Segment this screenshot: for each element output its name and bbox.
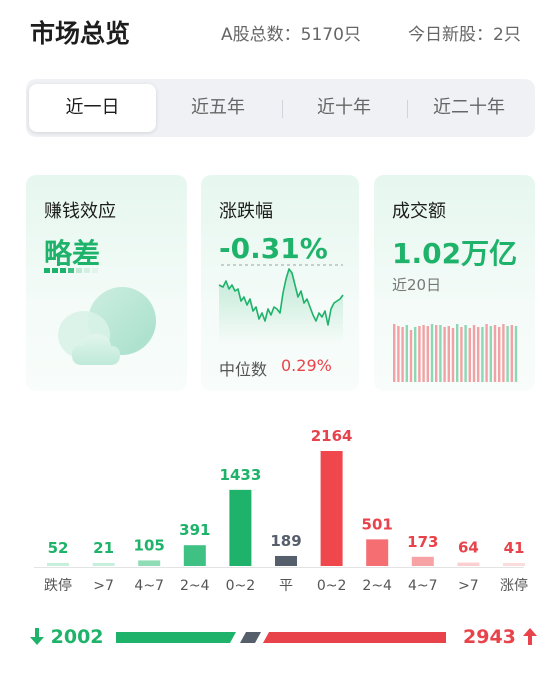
- money-effect-card[interactable]: 赚钱效应 略差: [26, 175, 187, 391]
- turnover-mini-bar: [498, 327, 501, 382]
- category-label: >7: [458, 578, 479, 594]
- page-title: 市场总览: [30, 19, 131, 48]
- bar-value-label: 21: [93, 539, 114, 557]
- distribution-bar: [229, 489, 252, 566]
- down-count: 2002: [30, 626, 104, 648]
- sentiment-level-indicator: [44, 268, 98, 273]
- distribution-bar: [320, 451, 343, 566]
- turnover-mini-bar: [502, 324, 505, 382]
- distribution-bar: [411, 556, 434, 566]
- bar-value-label: 2164: [311, 427, 353, 445]
- down-count-value: 2002: [50, 626, 104, 648]
- header: 市场总览 A股总数：5170只 今日新股：2只: [0, 0, 550, 62]
- turnover-period: 近20日: [392, 276, 442, 294]
- tab-5-years[interactable]: 近五年: [191, 97, 245, 118]
- turnover-mini-bar: [468, 328, 471, 382]
- bar-value-label: 1433: [220, 466, 262, 484]
- turnover-mini-bar: [477, 327, 480, 382]
- turnover-card[interactable]: 成交额 1.02万亿 近20日: [374, 175, 535, 391]
- turnover-mini-bar: [443, 327, 446, 382]
- distribution-bar: [366, 539, 389, 566]
- turnover-mini-bar: [422, 325, 425, 382]
- turnover-mini-bars: [393, 324, 518, 382]
- turnover-mini-bar: [506, 326, 509, 382]
- turnover-mini-bar: [456, 324, 459, 382]
- up-arrow-icon: [522, 628, 537, 645]
- turnover-mini-bar: [464, 325, 467, 382]
- turnover-mini-bar: [481, 327, 484, 382]
- bar-value-label: 173: [407, 533, 438, 551]
- tab-20-years[interactable]: 近二十年: [433, 97, 505, 118]
- turnover-mini-bar: [493, 325, 497, 382]
- bar-value-label: 391: [179, 521, 210, 539]
- category-label: 2~4: [362, 578, 392, 594]
- turnover-mini-bar: [460, 327, 463, 382]
- turnover-mini-bar: [510, 325, 513, 382]
- category-label: 0~2: [317, 578, 347, 594]
- turnover-mini-bar: [489, 326, 492, 382]
- turnover-mini-bar: [393, 324, 396, 382]
- bar-value-label: 105: [134, 536, 165, 554]
- intraday-sparkline: [218, 264, 344, 343]
- tab-10-years[interactable]: 近十年: [317, 97, 371, 118]
- turnover-mini-bar: [430, 324, 434, 382]
- chart-baseline: [34, 567, 524, 568]
- new-stocks-count: 今日新股：2只: [408, 25, 521, 45]
- tab-divider: [407, 100, 408, 118]
- money-effect-label: 赚钱效应: [44, 201, 116, 222]
- turnover-mini-bar: [409, 330, 413, 382]
- turnover-mini-bar: [426, 326, 429, 382]
- turnover-mini-bar: [447, 326, 450, 382]
- down-arrow-icon: [30, 628, 44, 645]
- bar-value-label: 189: [270, 532, 301, 550]
- turnover-value: 1.02万亿: [392, 237, 518, 270]
- rise-fall-ratio-bar: [116, 632, 446, 643]
- turnover-mini-bar: [485, 324, 488, 382]
- cloud-icon: [58, 287, 156, 365]
- category-label: 0~2: [226, 578, 256, 594]
- distribution-bar: [503, 563, 525, 566]
- change-label: 涨跌幅: [219, 201, 273, 222]
- turnover-mini-bar: [472, 325, 476, 382]
- category-label: 跌停: [44, 577, 72, 594]
- turnover-mini-bar: [451, 328, 455, 382]
- tab-1-day[interactable]: 近一日: [29, 84, 156, 132]
- distribution-bar: [183, 545, 206, 566]
- period-tabs: 近一日 近五年 近十年 近二十年: [26, 79, 535, 137]
- distribution-bar: [92, 563, 115, 566]
- tab-divider: [282, 100, 283, 118]
- bar-value-label: 64: [458, 539, 479, 557]
- category-label: 4~7: [134, 578, 164, 594]
- turnover-mini-bar: [397, 326, 400, 382]
- category-label: 涨停: [500, 577, 528, 594]
- bar-value-label: 41: [504, 539, 525, 557]
- total-stocks-count: A股总数：5170只: [221, 25, 361, 45]
- distribution-bar: [47, 563, 69, 566]
- category-label: >7: [93, 578, 114, 594]
- category-label: 平: [279, 578, 293, 594]
- category-label: 2~4: [180, 578, 210, 594]
- bar-value-label: 501: [362, 515, 393, 533]
- money-effect-value: 略差: [44, 237, 101, 270]
- distribution-bar: [275, 555, 297, 566]
- turnover-mini-bar: [439, 325, 442, 382]
- distribution-bar: [457, 562, 480, 566]
- median-value: 0.29%: [281, 356, 332, 375]
- turnover-mini-bar: [414, 327, 417, 382]
- median-label: 中位数: [219, 360, 268, 379]
- turnover-mini-bar: [405, 325, 408, 382]
- turnover-mini-bar: [418, 326, 421, 382]
- turnover-label: 成交额: [392, 201, 446, 222]
- up-count: 2943: [463, 626, 537, 648]
- change-card[interactable]: 涨跌幅 -0.31% 中位数 0.29%: [201, 175, 359, 391]
- turnover-mini-bar: [435, 325, 438, 382]
- distribution-bar: [138, 560, 161, 566]
- up-count-value: 2943: [463, 626, 516, 648]
- change-value: -0.31%: [219, 232, 328, 265]
- turnover-mini-bar: [401, 327, 404, 382]
- category-label: 4~7: [408, 578, 438, 594]
- bar-value-label: 52: [48, 539, 69, 557]
- rise-fall-distribution-chart: 52 跌停 21 >7 105 4~7 391 2~4 1433 0~2 189 平 2164 0~2 50…: [44, 427, 528, 594]
- turnover-mini-bar: [514, 326, 518, 382]
